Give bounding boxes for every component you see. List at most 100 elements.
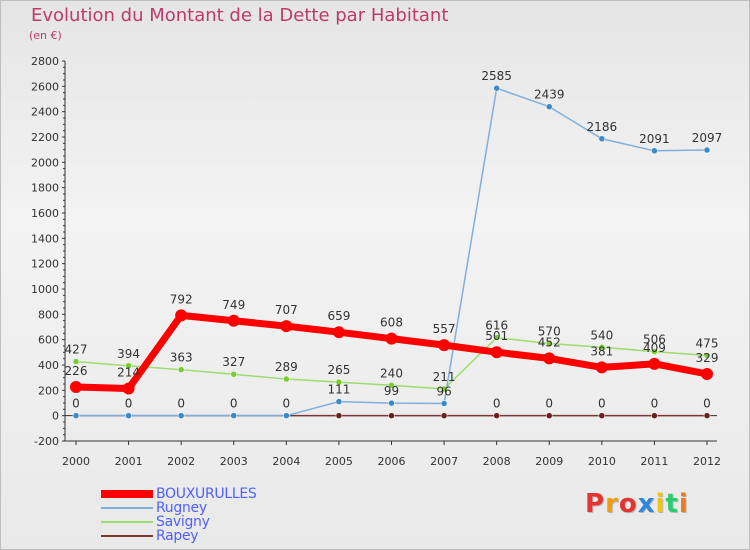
- data-label: 0: [125, 397, 133, 411]
- data-label: 409: [643, 341, 666, 355]
- data-label: 226: [65, 364, 88, 378]
- data-label: 111: [327, 383, 350, 397]
- data-point: [332, 326, 345, 339]
- data-point: [230, 370, 237, 378]
- legend-label: Rapey: [156, 528, 199, 544]
- data-label: 211: [433, 370, 456, 384]
- data-label: 506: [643, 333, 666, 347]
- x-tick-label: 2005: [325, 455, 353, 468]
- data-point: [177, 412, 185, 419]
- data-label: 0: [598, 397, 606, 411]
- data-point: [388, 382, 395, 389]
- data-label: 289: [275, 360, 298, 374]
- y-tick-label: 2800: [31, 55, 59, 68]
- legend-label: Rugney: [156, 500, 207, 516]
- logo-letter: P: [585, 489, 606, 519]
- y-tick-label: 800: [38, 308, 59, 321]
- data-point: [703, 146, 711, 154]
- data-point: [546, 412, 553, 419]
- data-label: 2097: [692, 131, 723, 145]
- data-point: [440, 412, 448, 419]
- data-point: [283, 412, 290, 419]
- data-label: 452: [538, 335, 561, 349]
- x-tick-label: 2011: [640, 455, 668, 468]
- y-tick-label: 1400: [31, 232, 59, 245]
- data-point: [227, 314, 240, 327]
- data-label: 616: [485, 319, 508, 333]
- data-point: [648, 357, 661, 370]
- data-point: [335, 398, 343, 405]
- data-label: 570: [538, 324, 561, 338]
- legend-swatch: [101, 507, 153, 509]
- data-point: [72, 358, 80, 365]
- y-tick-label: 2400: [31, 106, 59, 119]
- x-tick-label: 2003: [220, 455, 248, 468]
- data-point: [598, 344, 606, 351]
- y-tick-label: 1000: [31, 283, 59, 296]
- data-point: [490, 346, 503, 359]
- y-tick-label: 1600: [31, 207, 59, 220]
- data-point: [546, 103, 553, 110]
- data-point: [595, 361, 608, 374]
- logo-letter: i: [655, 489, 666, 519]
- data-point: [125, 412, 132, 419]
- chart-unit: (en €): [29, 29, 62, 42]
- data-label: 327: [222, 355, 245, 369]
- data-label: 0: [703, 397, 711, 411]
- data-point: [703, 412, 711, 419]
- data-point: [177, 366, 185, 373]
- data-point: [125, 362, 132, 370]
- data-point: [701, 367, 713, 380]
- x-tick-label: 2001: [115, 455, 143, 468]
- data-labels: 0 0 0 0 0 0 0 0 0 0 427 394 363 327 289 265 240 211 616 570…: [65, 69, 723, 410]
- data-label: 214: [117, 366, 140, 380]
- legend-label: BOUXURULLES: [156, 486, 257, 502]
- data-label: 329: [696, 351, 719, 365]
- x-tick-label: 2007: [430, 455, 458, 468]
- data-point: [493, 334, 500, 341]
- x-tick-label: 2010: [588, 455, 616, 468]
- y-tick-label: 1200: [31, 258, 59, 271]
- data-label: 363: [170, 351, 193, 365]
- data-point: [335, 378, 343, 386]
- data-point: [385, 332, 398, 345]
- y-tick-label: 1800: [31, 182, 59, 195]
- proxiti-logo: Proxiti: [585, 489, 689, 519]
- data-point: [493, 84, 500, 92]
- data-label: 99: [384, 384, 399, 398]
- y-tick-label: 2200: [31, 131, 59, 144]
- data-label: 749: [222, 298, 245, 312]
- data-point: [438, 339, 451, 352]
- data-label: 0: [230, 397, 238, 411]
- data-label: 501: [485, 329, 508, 343]
- data-point: [122, 382, 135, 395]
- data-point: [440, 385, 448, 393]
- data-point: [440, 400, 448, 407]
- data-label: 427: [65, 343, 88, 357]
- data-label: 0: [651, 397, 659, 411]
- x-tick-label: 2002: [167, 455, 195, 468]
- data-label: 475: [696, 337, 719, 351]
- data-point: [493, 412, 500, 419]
- data-label: 381: [590, 344, 613, 358]
- data-point: [388, 399, 395, 407]
- logo-letter: o: [618, 489, 638, 519]
- data-point: [70, 381, 82, 394]
- x-tick-label: 2009: [535, 455, 563, 468]
- data-point: [72, 412, 80, 419]
- legend-label: Savigny: [156, 514, 210, 530]
- data-label: 608: [380, 316, 403, 330]
- data-point: [651, 412, 658, 419]
- x-tick-label: 2008: [483, 455, 511, 468]
- data-label: 240: [380, 366, 403, 380]
- data-point: [703, 352, 711, 359]
- x-tick-label: 2004: [272, 455, 300, 468]
- data-point: [280, 320, 293, 333]
- chart-title: Evolution du Montant de la Dette par Hab…: [31, 5, 449, 26]
- y-tick-label: 400: [38, 359, 59, 372]
- legend-swatch: [101, 521, 153, 523]
- data-label: 707: [275, 303, 298, 317]
- data-point: [388, 412, 395, 419]
